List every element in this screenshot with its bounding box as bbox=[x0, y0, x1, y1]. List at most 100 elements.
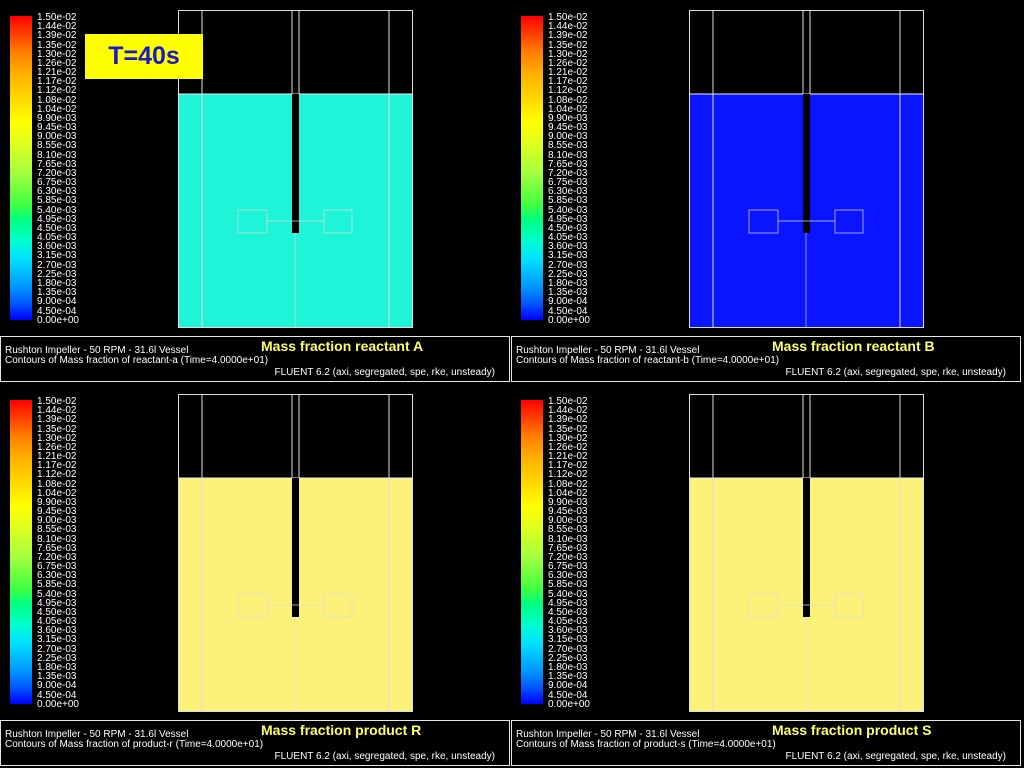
colorbar-tick-label: 1.35e-02 bbox=[548, 423, 588, 435]
colorbar-tick-label: 1.08e-02 bbox=[548, 478, 588, 490]
colorbar-tick-label: 8.55e-03 bbox=[548, 524, 588, 536]
colorbar-tick-label: 4.50e-04 bbox=[548, 689, 588, 701]
colorbar-tick-label: 3.15e-03 bbox=[37, 634, 77, 646]
colorbar-tick-label: 1.35e-03 bbox=[548, 671, 588, 683]
impeller-blade-right bbox=[323, 593, 353, 618]
contour-description: Contours of Mass fraction of product-s (… bbox=[516, 739, 776, 750]
colorbar-tick-label: 1.17e-02 bbox=[37, 460, 77, 472]
contour-description: Contours of Mass fraction of reactant-a … bbox=[5, 355, 269, 366]
colorbar-tick-label: 7.20e-03 bbox=[37, 551, 77, 563]
impeller-blade-right bbox=[834, 209, 864, 234]
colorbar-tick-label: 1.50e-02 bbox=[37, 13, 77, 23]
colorbar-tick-label: 1.80e-03 bbox=[37, 661, 77, 673]
colorbar-tick-label: 7.65e-03 bbox=[548, 542, 588, 554]
colorbar-tick-label: 5.40e-03 bbox=[548, 204, 588, 216]
colorbar-tick-label: 1.44e-02 bbox=[37, 405, 77, 417]
vessel-contour bbox=[689, 10, 924, 328]
colorbar-tick-label: 9.90e-03 bbox=[37, 112, 77, 124]
panel-product-r: 1.50e-02 1.44e-02 1.39e-02 1.35e-02 1.30e-02… bbox=[0, 384, 512, 768]
colorbar-tick-label: 9.00e-03 bbox=[548, 131, 588, 143]
colorbar-tick-label: 9.00e-04 bbox=[37, 296, 77, 308]
colorbar-tick-label: 1.50e-02 bbox=[37, 397, 77, 407]
impeller-blade-left bbox=[748, 209, 779, 234]
colorbar-tick-label: 9.00e-03 bbox=[37, 131, 77, 143]
colorbar-tick-label: 4.50e-03 bbox=[548, 606, 588, 618]
colorbar-tick-label: 5.85e-03 bbox=[37, 195, 77, 207]
colorbar-tick-label: 1.35e-03 bbox=[37, 287, 77, 299]
colorbar-tick-label: 1.39e-02 bbox=[37, 30, 77, 42]
colorbar-tick-label: 2.25e-03 bbox=[37, 652, 77, 664]
colorbar-tick-label: 9.00e-04 bbox=[548, 680, 588, 692]
colorbar-tick-label: 6.30e-03 bbox=[37, 570, 77, 582]
colorbar-tick-label: 2.25e-03 bbox=[37, 268, 77, 280]
case-description: Rushton Impeller - 50 RPM - 31.6l Vessel bbox=[516, 729, 700, 740]
colorbar-tick-label: 1.21e-02 bbox=[37, 451, 77, 463]
colorbar-tick-label: 0.00e+00 bbox=[548, 314, 590, 325]
colorbar-tick-label: 4.50e-03 bbox=[37, 222, 77, 234]
colorbar-tick-label: 2.70e-03 bbox=[37, 643, 77, 655]
colorbar-tick-label: 1.44e-02 bbox=[548, 405, 588, 417]
colorbar-tick-label: 8.55e-03 bbox=[548, 140, 588, 152]
colorbar-tick-label: 6.30e-03 bbox=[548, 186, 588, 198]
colorbar-tick-label: 1.04e-02 bbox=[37, 487, 77, 499]
case-description: Rushton Impeller - 50 RPM - 31.6l Vessel bbox=[516, 345, 700, 356]
impeller-shaft bbox=[803, 94, 810, 233]
colorbar-tick-label: 1.12e-02 bbox=[548, 85, 588, 97]
colorbar-tick-label: 1.39e-02 bbox=[37, 414, 77, 426]
colorbar-tick-label: 4.05e-03 bbox=[548, 616, 588, 628]
colorbar-tick-label: 3.15e-03 bbox=[37, 250, 77, 262]
colorbar-tick-label: 7.20e-03 bbox=[37, 167, 77, 179]
colorbar-tick-label: 1.04e-02 bbox=[548, 487, 588, 499]
colorbar-tick-label: 9.90e-03 bbox=[548, 496, 588, 508]
colorbar-labels: 1.50e-02 1.44e-02 1.39e-02 1.35e-02 1.30e-02… bbox=[548, 13, 594, 325]
colorbar-tick-label: 1.26e-02 bbox=[37, 57, 77, 69]
colorbar-tick-label: 1.50e-02 bbox=[548, 397, 588, 407]
impeller-blade-right bbox=[834, 593, 864, 618]
colorbar-tick-label: 1.12e-02 bbox=[548, 469, 588, 481]
plot-title: Mass fraction product S bbox=[772, 722, 932, 738]
colorbar-tick-label: 9.00e-03 bbox=[548, 515, 588, 527]
colorbar-tick-label: 1.30e-02 bbox=[548, 432, 588, 444]
plot-title: Mass fraction reactant B bbox=[772, 338, 935, 354]
colorbar-tick-label: 0.00e+00 bbox=[37, 698, 79, 709]
impeller-shaft bbox=[292, 94, 299, 233]
colorbar-tick-label: 6.75e-03 bbox=[37, 561, 77, 573]
colorbar-tick-label: 1.08e-02 bbox=[37, 94, 77, 106]
colorbar-tick-label: 4.95e-03 bbox=[548, 597, 588, 609]
colorbar-tick-label: 6.30e-03 bbox=[548, 570, 588, 582]
impeller-shaft bbox=[803, 478, 810, 617]
colorbar-tick-label: 1.08e-02 bbox=[37, 478, 77, 490]
colorbar-tick-label: 1.35e-03 bbox=[37, 671, 77, 683]
caption-box: Mass fraction product R Rushton Impeller … bbox=[0, 720, 510, 766]
colorbar-tick-label: 1.26e-02 bbox=[548, 57, 588, 69]
vessel-contour bbox=[178, 10, 413, 328]
time-badge: T=40s bbox=[85, 34, 203, 79]
colorbar-tick-label: 9.45e-03 bbox=[548, 122, 588, 134]
solver-info: FLUENT 6.2 (axi, segregated, spe, rke, u… bbox=[785, 367, 1006, 378]
case-description: Rushton Impeller - 50 RPM - 31.6l Vessel bbox=[5, 345, 189, 356]
solver-info: FLUENT 6.2 (axi, segregated, spe, rke, u… bbox=[274, 751, 495, 762]
colorbar-tick-label: 1.80e-03 bbox=[548, 661, 588, 673]
panel-reactant-a: 1.50e-02 1.44e-02 1.39e-02 1.35e-02 1.30e-02… bbox=[0, 0, 512, 384]
colorbar-tick-label: 1.30e-02 bbox=[37, 48, 77, 60]
colorbar-tick-label: 1.12e-02 bbox=[37, 85, 77, 97]
colorbar-tick-label: 1.80e-03 bbox=[548, 277, 588, 289]
colorbar bbox=[521, 400, 543, 704]
colorbar bbox=[10, 400, 32, 704]
colorbar-tick-label: 4.50e-04 bbox=[37, 305, 77, 317]
colorbar-tick-label: 8.10e-03 bbox=[548, 533, 588, 545]
colorbar-tick-label: 2.25e-03 bbox=[548, 652, 588, 664]
vessel-outline bbox=[178, 394, 413, 712]
colorbar-tick-label: 1.21e-02 bbox=[548, 451, 588, 463]
colorbar-tick-label: 4.50e-03 bbox=[37, 606, 77, 618]
colorbar-labels: 1.50e-02 1.44e-02 1.39e-02 1.35e-02 1.30e-02… bbox=[548, 397, 594, 709]
colorbar-tick-label: 8.10e-03 bbox=[37, 533, 77, 545]
colorbar-tick-label: 9.90e-03 bbox=[548, 112, 588, 124]
plot-title: Mass fraction product R bbox=[261, 722, 422, 738]
colorbar-tick-label: 7.20e-03 bbox=[548, 167, 588, 179]
colorbar-tick-label: 7.65e-03 bbox=[37, 158, 77, 170]
colorbar-tick-label: 8.10e-03 bbox=[37, 149, 77, 161]
colorbar-tick-label: 1.12e-02 bbox=[37, 469, 77, 481]
colorbar-tick-label: 9.00e-03 bbox=[37, 515, 77, 527]
colorbar-tick-label: 4.05e-03 bbox=[548, 232, 588, 244]
